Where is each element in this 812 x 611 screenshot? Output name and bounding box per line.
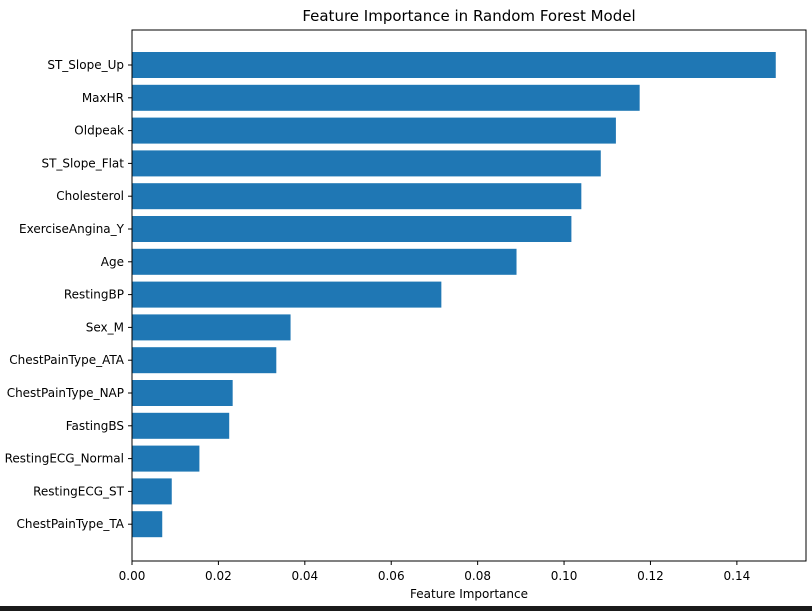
bar-oldpeak bbox=[132, 117, 616, 144]
bar-chestpaintype-ata bbox=[132, 347, 277, 374]
y-tick-label: RestingECG_Normal bbox=[5, 452, 124, 466]
y-tick-label: ExerciseAngina_Y bbox=[19, 222, 125, 236]
x-tick-label: 0.00 bbox=[119, 569, 146, 583]
y-tick-label: ST_Slope_Flat bbox=[41, 156, 124, 170]
y-tick-label: Sex_M bbox=[86, 320, 124, 334]
y-tick-label: ST_Slope_Up bbox=[47, 58, 124, 72]
bar-sex-m bbox=[132, 314, 291, 341]
y-tick-label: Cholesterol bbox=[56, 189, 124, 203]
bar-age bbox=[132, 248, 517, 275]
bar-restingbp bbox=[132, 281, 442, 308]
bar-st-slope-flat bbox=[132, 150, 601, 177]
y-tick-label: ChestPainType_TA bbox=[17, 517, 125, 531]
bar-st-slope-up bbox=[132, 52, 776, 78]
y-tick-label: RestingBP bbox=[64, 288, 124, 302]
bar-chestpaintype-nap bbox=[132, 380, 233, 406]
y-tick-labels: ST_Slope_Up MaxHR Oldpeak ST_Slope_Flat Chol… bbox=[5, 58, 132, 531]
y-tick-label: Oldpeak bbox=[74, 124, 124, 138]
x-tick-label: 0.10 bbox=[551, 569, 578, 583]
x-axis-label: Feature Importance bbox=[410, 587, 528, 601]
y-tick-label: ChestPainType_NAP bbox=[7, 386, 124, 400]
x-tick-label: 0.08 bbox=[464, 569, 491, 583]
bar-exerciseangina-y bbox=[132, 216, 572, 242]
bar-restingecg-st bbox=[132, 478, 172, 505]
y-tick-label: Age bbox=[101, 255, 124, 269]
x-tick-label: 0.04 bbox=[291, 569, 318, 583]
y-tick-label: ChestPainType_ATA bbox=[9, 353, 125, 367]
bar-fastingbs bbox=[132, 412, 230, 439]
plot-frame bbox=[131, 29, 807, 562]
y-tick-label: MaxHR bbox=[82, 91, 124, 105]
x-tick-label: 0.12 bbox=[637, 569, 664, 583]
bar-chestpaintype-ta bbox=[132, 511, 163, 538]
y-tick-label: FastingBS bbox=[66, 419, 124, 433]
y-tick-label: RestingECG_ST bbox=[33, 484, 125, 498]
bar-cholesterol bbox=[132, 183, 582, 210]
bottom-border bbox=[0, 606, 812, 611]
chart-title: Feature Importance in Random Forest Mode… bbox=[302, 7, 635, 25]
bar-restingecg-normal bbox=[132, 445, 200, 472]
x-tick-label: 0.14 bbox=[724, 569, 751, 583]
x-tick-label: 0.02 bbox=[205, 569, 232, 583]
bar-maxhr bbox=[132, 84, 640, 111]
x-tick-label: 0.06 bbox=[378, 569, 405, 583]
bars-group bbox=[132, 52, 776, 538]
x-axis-ticks: 0.00 0.02 0.04 0.06 0.08 0.10 0.12 0.14 bbox=[119, 561, 751, 583]
